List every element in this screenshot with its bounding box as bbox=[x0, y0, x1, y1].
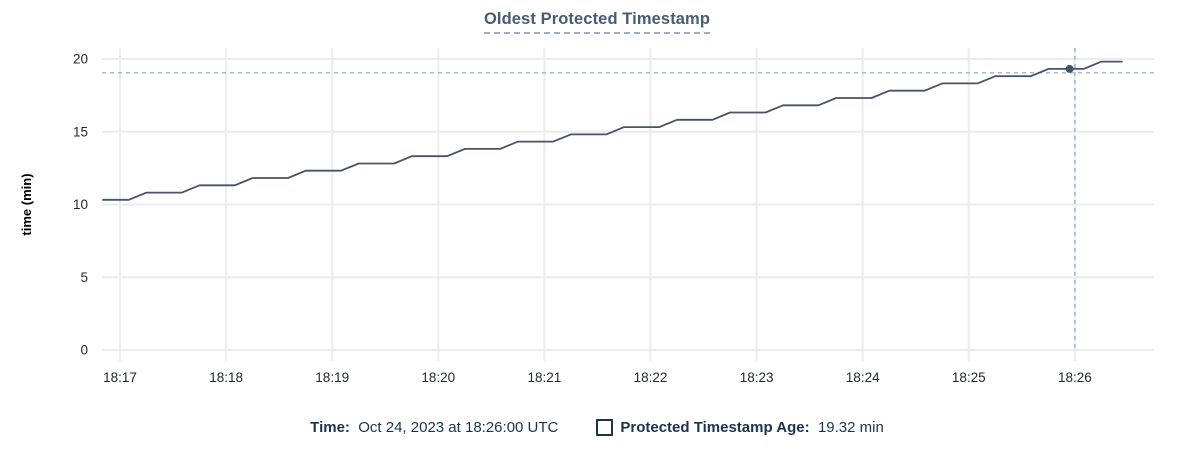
series-label: Protected Timestamp Age: bbox=[620, 419, 810, 436]
y-tick-label: 20 bbox=[73, 52, 88, 67]
x-tick-label: 18:26 bbox=[1058, 370, 1092, 385]
chart-title-row: Oldest Protected Timestamp bbox=[0, 10, 1194, 34]
x-tick-label: 18:18 bbox=[209, 370, 243, 385]
legend-item-protected-timestamp-age[interactable]: Protected Timestamp Age: 19.32 min bbox=[596, 419, 884, 436]
x-tick-label: 18:23 bbox=[740, 370, 774, 385]
time-label: Time: bbox=[310, 419, 350, 436]
y-tick-label: 10 bbox=[73, 197, 88, 212]
x-tick-label: 18:24 bbox=[846, 370, 880, 385]
series-value: 19.32 min bbox=[817, 419, 884, 436]
time-value: Oct 24, 2023 at 18:26:00 UTC bbox=[358, 419, 559, 436]
x-tick-label: 18:17 bbox=[103, 370, 137, 385]
y-axis-title: time (min) bbox=[19, 173, 34, 235]
x-tick-label: 18:21 bbox=[528, 370, 562, 385]
x-tick-label: 18:22 bbox=[634, 370, 668, 385]
series-line bbox=[102, 60, 1123, 201]
x-tick-label: 18:25 bbox=[952, 370, 986, 385]
y-tick-label: 5 bbox=[80, 270, 88, 285]
y-tick-label: 15 bbox=[73, 124, 88, 139]
series-spacer bbox=[810, 419, 818, 436]
time-spacer bbox=[350, 419, 358, 436]
chart-legend: Time: Oct 24, 2023 at 18:26:00 UTC Prote… bbox=[0, 419, 1194, 436]
legend-time-group: Time: Oct 24, 2023 at 18:26:00 UTC bbox=[310, 419, 558, 436]
legend-checkbox[interactable] bbox=[596, 419, 614, 436]
line-chart[interactable]: 18:17 18:18 18:19 18:20 18:21 18:22 18:23 18:24… bbox=[0, 0, 1194, 410]
x-tick-label: 18:20 bbox=[421, 370, 455, 385]
chart-title[interactable]: Oldest Protected Timestamp bbox=[483, 10, 711, 34]
x-tick-label: 18:19 bbox=[315, 370, 349, 385]
y-tick-label: 0 bbox=[80, 343, 88, 358]
data-point-marker bbox=[1065, 64, 1074, 73]
